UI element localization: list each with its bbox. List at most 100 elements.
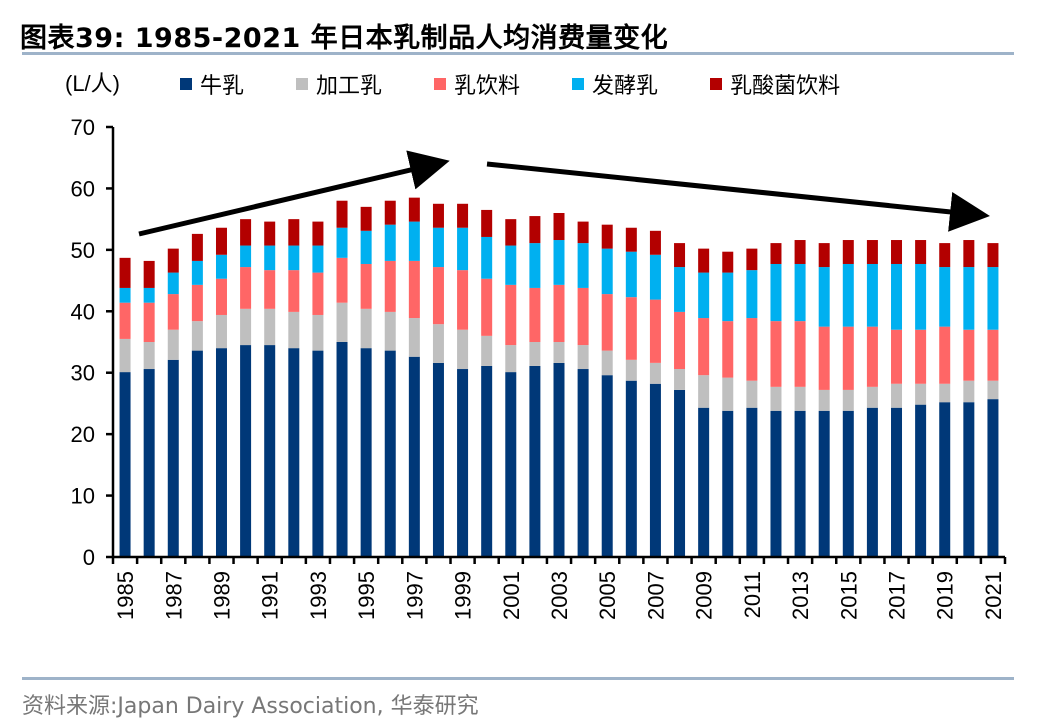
x-tick-label-1995: 1995 <box>354 571 379 620</box>
x-tick-label-1987: 1987 <box>161 571 186 620</box>
bar-segment-2008-2 <box>674 311 686 370</box>
bar-segment-2006-1 <box>625 359 637 381</box>
bar-segment-1985-2 <box>119 302 131 339</box>
bar-segment-2019-0 <box>939 402 951 557</box>
bar-segment-1991-4 <box>264 221 276 246</box>
bar-segment-1988-3 <box>191 260 203 285</box>
legend-item-milk: 牛乳 <box>180 68 244 100</box>
bar-segment-2016-4 <box>866 240 878 264</box>
bar-segment-2006-2 <box>625 297 637 360</box>
bar-segment-2004-1 <box>577 345 589 370</box>
bar-segment-2001-3 <box>505 245 517 285</box>
y-tick-label-30: 30 <box>71 361 95 386</box>
bar-segment-1988-4 <box>191 233 203 261</box>
bar-segment-2010-4 <box>722 251 734 273</box>
bar-segment-2015-1 <box>842 389 854 411</box>
bar-segment-1995-4 <box>360 206 372 231</box>
bar-segment-2018-4 <box>915 240 927 264</box>
bar-segment-1989-1 <box>215 314 227 349</box>
bar-segment-2004-2 <box>577 287 589 346</box>
legend-swatch-milk-drink <box>434 78 447 90</box>
bar-segment-1991-0 <box>264 345 276 557</box>
bar-segment-2007-0 <box>649 383 661 557</box>
bar-segment-2005-3 <box>601 248 613 295</box>
bar-segment-2002-0 <box>529 365 541 557</box>
bar-segment-1992-0 <box>288 348 300 557</box>
bar-segment-1986-3 <box>143 287 155 303</box>
bar-segment-2019-1 <box>939 383 951 403</box>
bar-segment-1997-4 <box>408 197 420 222</box>
bar-segment-2006-4 <box>625 227 637 252</box>
bar-segment-1986-1 <box>143 342 155 370</box>
bar-segment-1990-2 <box>240 267 252 309</box>
y-tick-label-60: 60 <box>71 176 95 201</box>
bar-segment-1988-1 <box>191 321 203 351</box>
bar-segment-2004-4 <box>577 221 589 244</box>
bar-segment-2011-2 <box>746 318 758 381</box>
bar-segment-2020-0 <box>963 402 975 557</box>
bar-segment-1989-0 <box>215 348 227 557</box>
bar-segment-1998-1 <box>432 324 444 363</box>
bar-segment-2007-3 <box>649 254 661 300</box>
bar-segment-2001-0 <box>505 372 517 557</box>
bar-segment-1996-4 <box>384 200 396 225</box>
x-tick-label-2009: 2009 <box>692 571 717 620</box>
bar-segment-2006-3 <box>625 251 637 298</box>
bar-segment-1998-2 <box>432 267 444 325</box>
x-tick-label-1985: 1985 <box>113 571 138 620</box>
footer-divider <box>22 677 1014 680</box>
bar-segment-1994-4 <box>336 200 348 228</box>
y-tick-label-20: 20 <box>71 422 95 447</box>
bar-segment-1993-4 <box>312 221 324 246</box>
bar-segment-2007-2 <box>649 299 661 363</box>
bar-segment-2003-2 <box>553 284 565 342</box>
bar-segment-2020-4 <box>963 240 975 268</box>
bar-segment-2005-1 <box>601 350 613 376</box>
title-divider <box>22 52 1014 55</box>
bar-segment-2007-1 <box>649 362 661 384</box>
x-tick-label-1999: 1999 <box>451 571 476 620</box>
y-tick-label-50: 50 <box>71 238 95 263</box>
bar-segment-1988-0 <box>191 350 203 557</box>
legend-label: 乳酸菌饮料 <box>730 74 841 99</box>
bar-segment-2000-0 <box>481 365 493 557</box>
bar-segment-2003-4 <box>553 213 565 241</box>
bar-segment-2001-1 <box>505 345 517 373</box>
bar-segment-1996-0 <box>384 350 396 557</box>
bar-segment-1990-3 <box>240 245 252 268</box>
bar-segment-1993-3 <box>312 245 324 273</box>
bar-segment-2014-4 <box>818 243 830 268</box>
bar-segment-2020-1 <box>963 380 975 403</box>
bar-segment-1988-2 <box>191 284 203 322</box>
bar-segment-2013-2 <box>794 321 806 387</box>
bar-segment-2005-0 <box>601 375 613 557</box>
bar-segment-2011-3 <box>746 270 758 319</box>
bar-segment-2009-4 <box>698 248 710 273</box>
bar-segment-1992-2 <box>288 270 300 312</box>
bar-segment-1989-2 <box>215 278 227 315</box>
bar-segment-1990-4 <box>240 219 252 246</box>
bar-segment-1994-1 <box>336 302 348 342</box>
bar-segment-1986-4 <box>143 260 155 288</box>
y-tick-label-70: 70 <box>71 115 95 140</box>
bar-segment-2012-1 <box>770 386 782 411</box>
bar-segment-1999-0 <box>457 369 469 557</box>
x-tick-label-1997: 1997 <box>402 571 427 620</box>
bar-segment-2013-4 <box>794 240 806 264</box>
bar-segment-1991-2 <box>264 270 276 309</box>
bar-segment-2003-1 <box>553 342 565 363</box>
bar-segment-2011-4 <box>746 248 758 271</box>
bar-segment-2017-3 <box>891 263 903 330</box>
bar-segment-1999-1 <box>457 329 469 370</box>
bar-segment-2021-4 <box>987 243 999 268</box>
bar-segment-2016-0 <box>866 407 878 557</box>
x-tick-label-2001: 2001 <box>499 571 524 620</box>
bar-segment-2009-1 <box>698 375 710 408</box>
legend-item-milk-drink: 乳饮料 <box>434 68 520 100</box>
bar-segment-1994-0 <box>336 342 348 557</box>
bar-segment-2000-2 <box>481 278 493 336</box>
y-tick-label-40: 40 <box>71 299 95 324</box>
bar-segment-1996-1 <box>384 311 396 351</box>
bar-segment-1993-1 <box>312 314 324 351</box>
bar-segment-2021-3 <box>987 267 999 330</box>
